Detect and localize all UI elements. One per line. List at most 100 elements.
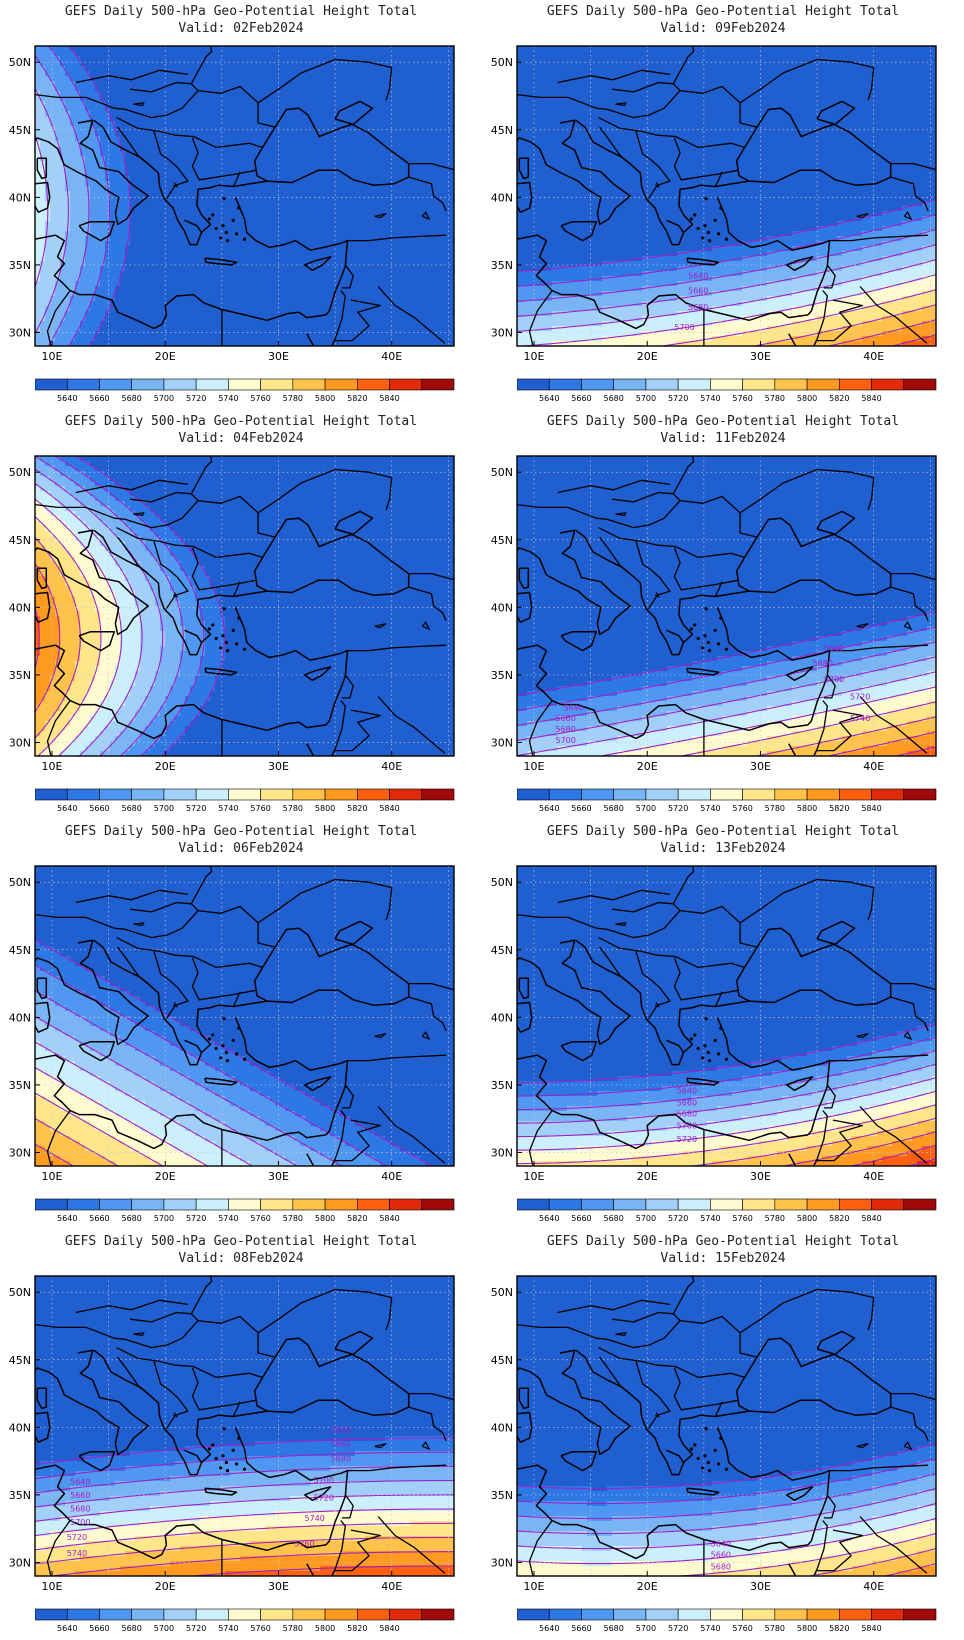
island-marker: [231, 1448, 235, 1452]
map-geography: [35, 46, 454, 346]
coastline: [716, 1017, 831, 1136]
colorbar-label: 5700: [636, 1214, 656, 1223]
map-canvas: 10E 20E 30E 40E 50N 45N 40N 35N 30N: [9, 455, 455, 773]
country-border: [377, 1516, 446, 1574]
island-marker: [242, 647, 247, 651]
colorbar-swatch: [292, 1198, 326, 1211]
y-tick-label: 50N: [9, 466, 31, 479]
colorbar-label: 5740: [700, 1624, 720, 1633]
contour-label: 5680: [711, 1563, 731, 1572]
colorbar-swatch: [581, 1608, 614, 1621]
contour-label: 5680: [813, 659, 833, 668]
colorbar-label: 5700: [636, 394, 656, 403]
colorbar-swatch: [581, 788, 614, 801]
x-tick-label: 30E: [750, 1580, 771, 1593]
country-border: [672, 46, 695, 85]
coastline: [716, 197, 831, 316]
colorbar-swatch: [839, 378, 872, 391]
map-canvas: 10E 20E 30E 40E 50N 45N 40N 35N 30N: [9, 865, 455, 1183]
colorbar-label: 5780: [283, 1214, 303, 1223]
country-border: [75, 1299, 188, 1314]
contour-label: 5660: [70, 1491, 90, 1500]
colorbar-label: 5820: [347, 394, 367, 403]
contour-5700: [517, 244, 936, 317]
colorbar-label: 5760: [732, 1214, 752, 1223]
country-border: [341, 264, 354, 289]
panel-title: GEFS Daily 500-hPa Geo-Potential Height …: [482, 4, 964, 19]
island-marker: [719, 206, 723, 210]
colorbar-label: 5700: [154, 1624, 174, 1633]
contour-5640: [35, 1437, 454, 1466]
colorbar-swatch: [548, 1198, 582, 1211]
coastline: [253, 517, 410, 592]
height-field: [35, 456, 454, 756]
country-border: [257, 58, 392, 104]
country-border: [528, 1520, 553, 1576]
coastline: [204, 1487, 238, 1496]
panel-valid-date: Valid: 15Feb2024: [482, 1251, 964, 1266]
island-marker: [724, 647, 729, 651]
country-border: [823, 1494, 836, 1519]
colorbar-swatch: [774, 378, 808, 391]
island-marker: [706, 640, 710, 645]
contour-label: 5720: [67, 1533, 87, 1542]
country-border: [232, 171, 241, 187]
colorbar-swatch: [195, 378, 229, 391]
country-border: [714, 1401, 723, 1417]
country-border: [528, 1110, 553, 1166]
coastline: [735, 927, 892, 1002]
map-canvas: 5640 5660 5680 5700 10E 20E 30E 40E 50N 45N 40N 35N…: [491, 45, 937, 363]
coastline: [575, 529, 716, 656]
x-tick-label: 40E: [863, 1170, 884, 1183]
contour-5700: [517, 1063, 936, 1124]
country-border: [598, 117, 745, 149]
coastline: [36, 977, 48, 1000]
colorbar-swatch: [389, 788, 423, 801]
island-marker: [222, 1427, 226, 1431]
coastline: [304, 1076, 332, 1092]
colorbar-label: 5820: [829, 804, 849, 813]
country-border: [607, 1320, 681, 1349]
y-tick-label: 45N: [9, 534, 31, 547]
colorbar-swatch: [742, 378, 776, 391]
coastline: [78, 630, 116, 652]
island-marker: [237, 206, 241, 210]
x-tick-label: 10E: [42, 1580, 63, 1593]
colorbar-swatch: [99, 1608, 132, 1621]
contour-label: 5680: [70, 1504, 90, 1513]
country-border: [598, 937, 745, 969]
coastline: [517, 234, 809, 330]
country-border: [341, 674, 354, 699]
colorbar-label: 5660: [89, 394, 109, 403]
lake-outline: [172, 182, 178, 188]
coastline: [686, 667, 720, 676]
colorbar-label: 5780: [283, 804, 303, 813]
lake-outline: [654, 592, 660, 598]
country-border: [829, 1054, 929, 1062]
country-border: [232, 991, 241, 1007]
colorbar-label: 5680: [122, 1214, 142, 1223]
country-border: [823, 1084, 836, 1109]
colorbar-swatch: [710, 1198, 743, 1211]
colorbar-swatch: [581, 1198, 614, 1211]
coastline: [666, 1449, 685, 1463]
y-tick-label: 30N: [9, 1146, 31, 1159]
country-border: [890, 162, 936, 171]
country-border: [517, 913, 609, 931]
country-border: [341, 1494, 354, 1519]
lake-outline: [133, 102, 145, 107]
island-marker: [224, 230, 228, 235]
colorbar-label: 5760: [250, 1214, 270, 1223]
colorbar-label: 5840: [379, 1214, 399, 1223]
contour-5760: [35, 1092, 164, 1166]
y-tick-label: 40N: [9, 191, 31, 204]
island-marker: [211, 213, 215, 217]
island-marker: [225, 238, 230, 243]
colorbar-swatch: [260, 1198, 294, 1211]
coastline: [666, 1039, 685, 1053]
map-frame: [34, 455, 455, 757]
colorbar: 5640 5660 5680 5700 5720 5740 5760 5780 5800 5820…: [517, 1198, 937, 1223]
colorbar-label: 5760: [732, 804, 752, 813]
contour-5640: [517, 1023, 936, 1084]
